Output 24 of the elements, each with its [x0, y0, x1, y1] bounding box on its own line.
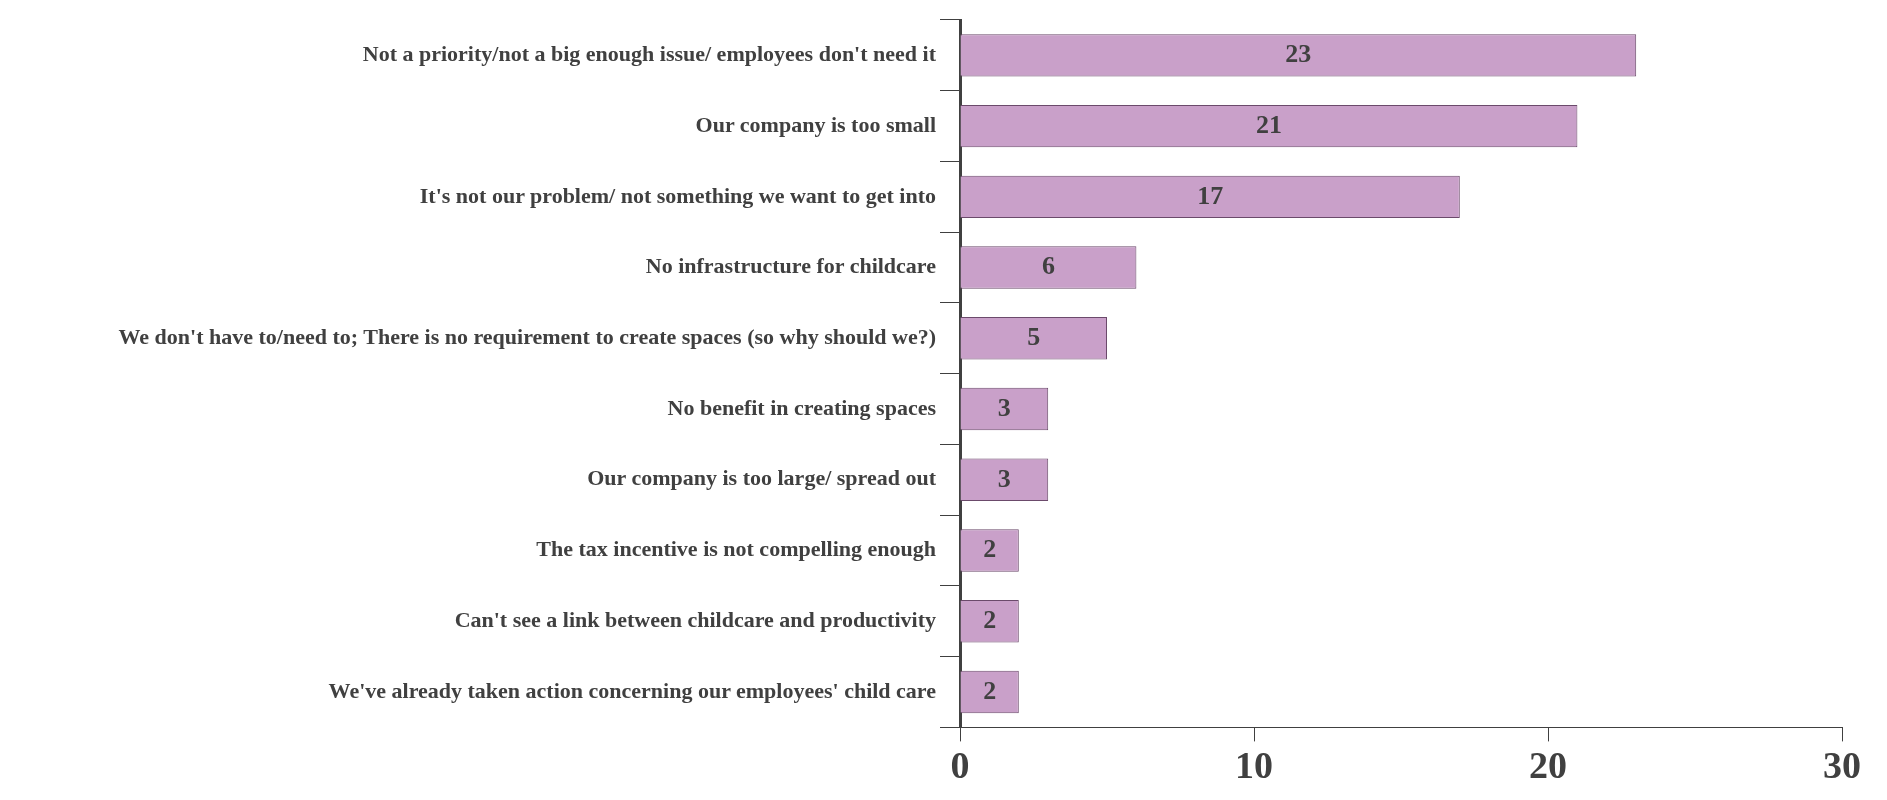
y-tick-label: The tax incentive is not compelling enough: [536, 536, 936, 562]
y-tick-label: Our company is too large/ spread out: [587, 465, 937, 491]
y-tick-label: It's not our problem/ not something we want to get into: [419, 182, 936, 208]
data-label: 3: [997, 463, 1011, 493]
x-tick-label: 10: [1235, 744, 1273, 787]
y-tick-label: Can't see a link between childcare and productivity: [454, 606, 936, 632]
y-tick-label: Our company is too small: [695, 111, 936, 137]
y-tick-label: Not a priority/not a big enough issue/ employees don't need it: [362, 41, 937, 67]
data-label: 23: [1285, 39, 1312, 69]
y-tick-label: No infrastructure for childcare: [645, 253, 937, 279]
data-label: 21: [1255, 109, 1282, 139]
y-tick-label: We don't have to/need to; There is no requirement to create spaces (so why should we?): [118, 324, 936, 350]
x-tick-label: 0: [950, 744, 970, 787]
data-label: 2: [983, 534, 997, 564]
data-label: 2: [983, 675, 997, 705]
y-tick-label: No benefit in creating spaces: [667, 394, 937, 420]
x-tick-label: 20: [1529, 744, 1567, 787]
y-tick-label: We've already taken action concerning our employees' child care: [328, 677, 937, 703]
data-label: 6: [1041, 251, 1055, 281]
data-label: 5: [1027, 322, 1041, 352]
data-label: 2: [983, 605, 997, 635]
data-label: 3: [997, 392, 1011, 422]
x-tick-label: 30: [1823, 744, 1861, 787]
data-label: 17: [1197, 180, 1224, 210]
